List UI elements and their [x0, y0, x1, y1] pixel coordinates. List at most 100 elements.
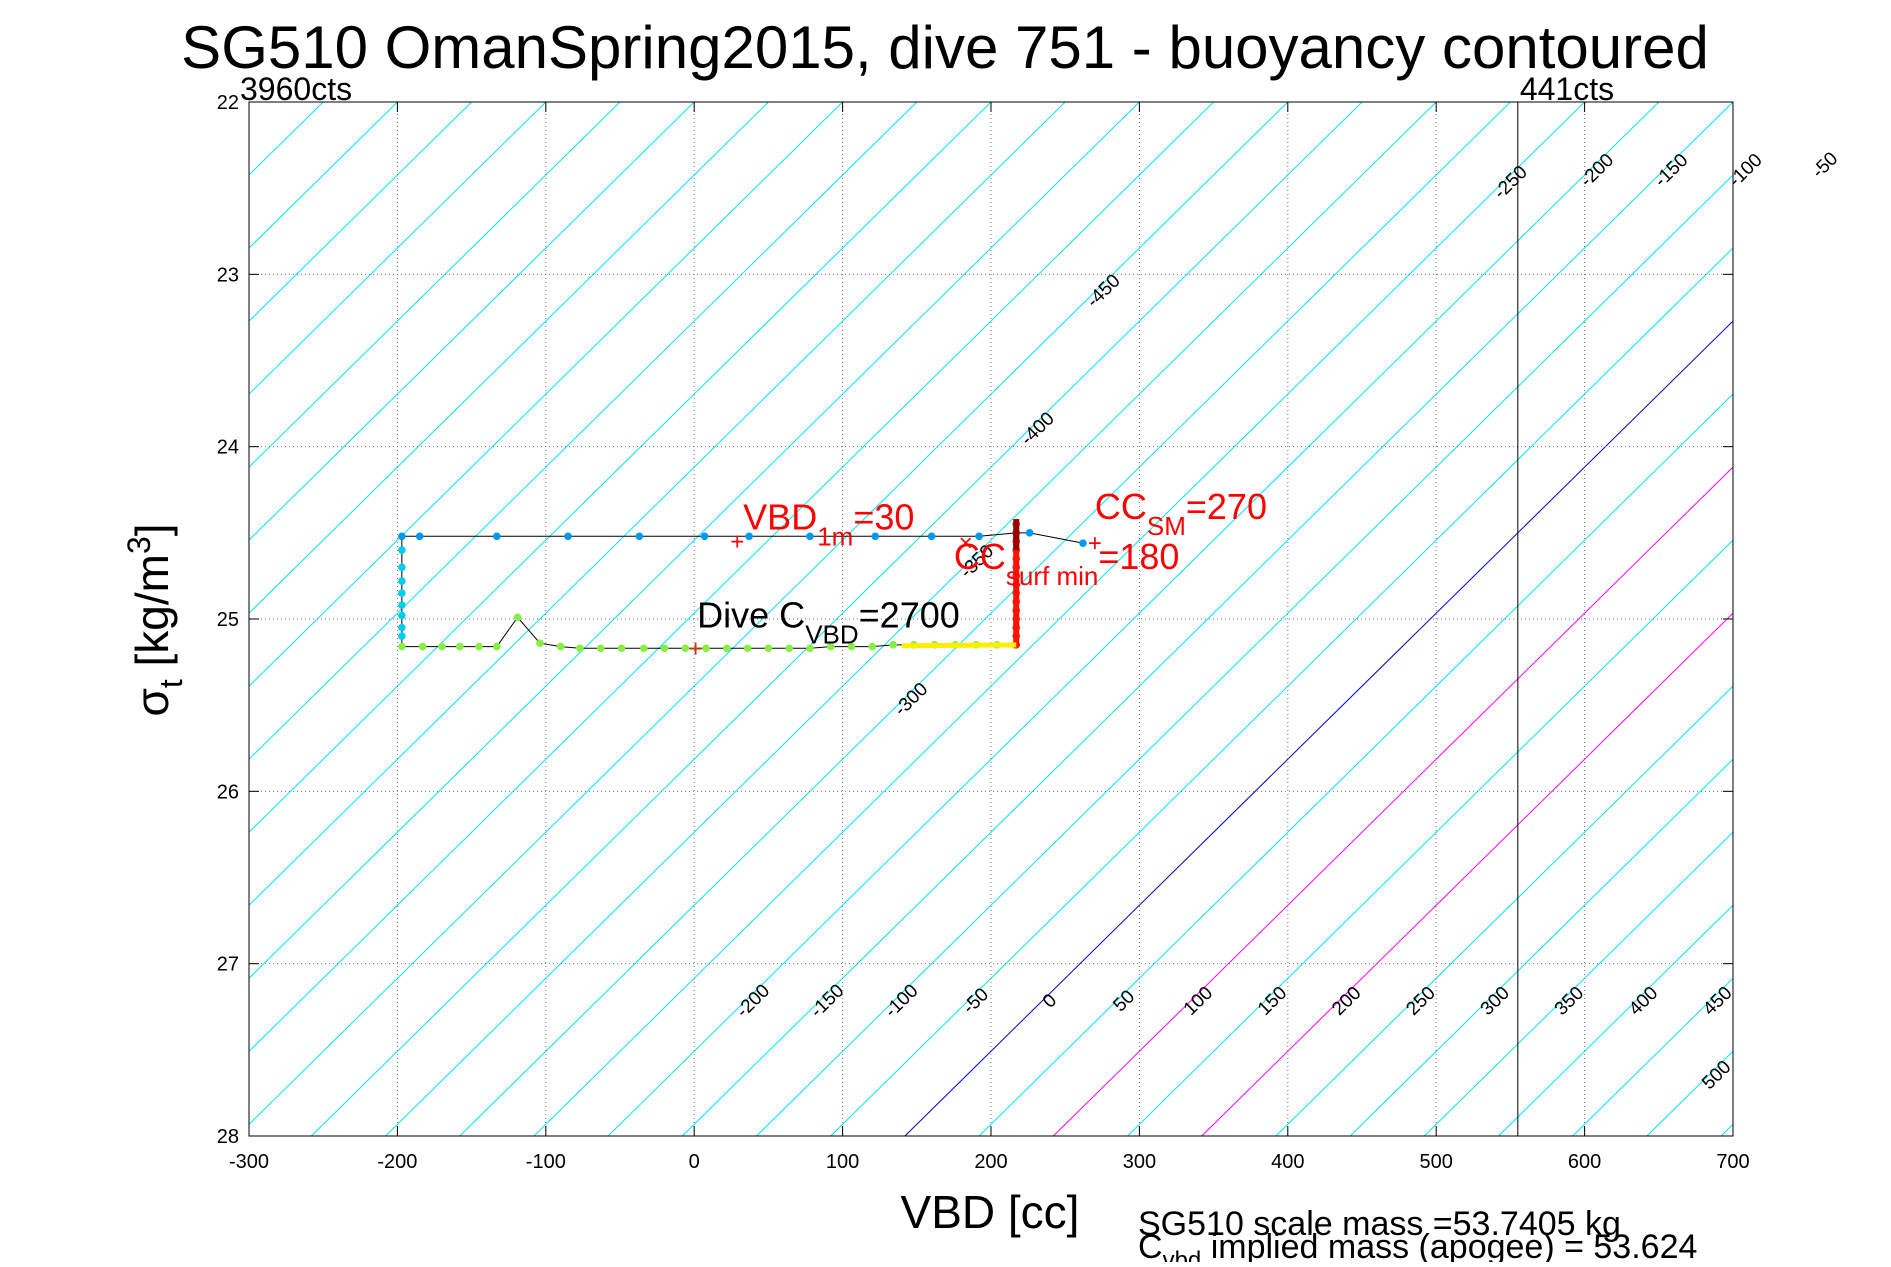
marker: ×: [959, 530, 973, 557]
contour-label-bottom: -200: [732, 980, 774, 1022]
footer-scale-mass: SG510 scale mass =53.7405 kg: [1138, 1205, 1621, 1243]
data-point-dive: [617, 644, 626, 653]
contour-line: [1646, 1050, 1733, 1136]
annotation-base: CC: [954, 536, 1006, 577]
contour-line: [1423, 831, 1733, 1136]
footer-base: C: [1138, 1228, 1163, 1262]
contour-line: [1275, 685, 1733, 1136]
data-point-dive: [556, 642, 565, 651]
data-point-dive: [723, 644, 731, 653]
contour-label-bottom: 250: [1402, 983, 1439, 1020]
grid: [249, 102, 1733, 1136]
footer-sub: vbd: [1163, 1247, 1202, 1262]
y-axis-label-sup: 3: [121, 536, 157, 554]
data-point-dive: [868, 642, 877, 651]
data-point-dive: [806, 644, 814, 653]
x-tick-label: 400: [1271, 1151, 1304, 1173]
contour-line: [310, 102, 1363, 1136]
x-tick-label: 500: [1420, 1151, 1453, 1173]
contour-label-top: -300: [890, 679, 932, 721]
contour-line: [1720, 1123, 1733, 1136]
data-point-climb: [975, 532, 983, 541]
data-point-left-edge: [398, 611, 406, 620]
chart-labels: -450-400-350-300-250-200-150-100-5005010…: [121, 14, 1842, 1267]
annotation-tail: =180: [1098, 536, 1179, 577]
data-point-dive: [438, 642, 446, 651]
y-axis-label-unit: [kg/m: [126, 554, 178, 679]
y-tick-label: 28: [217, 1126, 239, 1148]
marker: +: [689, 635, 703, 662]
y-tick-label: 26: [217, 781, 239, 803]
data-point-climb: [1025, 529, 1034, 537]
annotation-sub: SM: [1147, 511, 1186, 541]
data-point-dive: [681, 644, 690, 653]
footer-implied-mass: Cvbd implied mass (apogee) = 53.624: [1138, 1228, 1697, 1262]
x-tick-label: 300: [1123, 1151, 1156, 1173]
data-point-dive: [764, 644, 773, 653]
contour-line: [978, 393, 1733, 1136]
data-point-dive: [455, 642, 464, 651]
x-tick-label: 100: [826, 1151, 859, 1173]
data-point-dive: [418, 642, 427, 651]
contour-label-top: -100: [1725, 150, 1767, 192]
x-tick-label: -100: [526, 1151, 566, 1173]
data-point-dive: [576, 644, 584, 653]
annotation-sub: surf min: [1006, 561, 1098, 591]
x-tick-label: 0: [689, 1151, 700, 1173]
y-tick-label: 25: [217, 609, 239, 631]
contour-label-bottom: -100: [881, 980, 923, 1022]
annotation-cc-sm: CCSM=270: [1095, 486, 1267, 541]
y-tick-label: 23: [217, 264, 239, 286]
data-point-climb: [927, 532, 936, 541]
contour-label-bottom: 450: [1699, 983, 1736, 1020]
data-point-climb: [806, 532, 814, 541]
contour-label-bottom: 500: [1698, 1057, 1735, 1094]
contour-label-bottom: 50: [1109, 986, 1139, 1016]
annotation-base: Dive C: [697, 595, 805, 636]
contour-line: [1349, 758, 1733, 1136]
data-point-dive: [889, 641, 897, 649]
data-point-dive: [596, 644, 605, 653]
data-point-dive: [639, 644, 648, 653]
annotation-sub: 1m: [817, 521, 853, 551]
data-point-climb: [1079, 539, 1087, 547]
y-axis-label: σt [kg/m3]: [121, 523, 189, 716]
annotation-cc-surf: CCsurf min=180: [954, 536, 1180, 591]
contour-label-top: -400: [1017, 408, 1059, 450]
y-axis-label-base: σ: [126, 688, 178, 716]
contour-line: [249, 102, 621, 468]
contour-line: [249, 102, 472, 322]
contour-line: [249, 102, 1289, 1126]
annotation-base: VBD: [743, 496, 817, 537]
contour-line: [0, 102, 26, 1136]
data-point-left-edge: [398, 546, 406, 554]
annotation-vbd-1m: VBD1m=30: [743, 496, 914, 551]
x-tick-label: 600: [1568, 1151, 1601, 1173]
data-point-left-edge: [398, 563, 406, 572]
data-point-climb: [700, 532, 709, 541]
data-point-dive: [785, 644, 793, 653]
contour-line: [1127, 539, 1733, 1136]
contour-line-zero: [904, 320, 1733, 1136]
contour-label-top: -200: [1576, 150, 1618, 192]
counts-right-label: 441cts: [1520, 71, 1614, 107]
x-axis-label: VBD [cc]: [901, 1186, 1080, 1238]
y-tick-label: 24: [217, 437, 239, 459]
data-point-climb: [493, 532, 501, 541]
apogee-gradient-line: [901, 642, 1017, 649]
contour-label-top: -450: [1083, 270, 1125, 312]
footer-tail: implied mass (apogee) = 53.624: [1201, 1228, 1697, 1262]
data-point-climb: [398, 532, 406, 541]
data-point-climb: [564, 532, 572, 541]
data-series: + + × +: [398, 519, 1102, 662]
contour-line: [249, 102, 695, 541]
marker: +: [730, 528, 744, 555]
data-point-left-edge: [398, 601, 406, 610]
annotation-sub: VBD: [805, 620, 858, 650]
contour-label-bottom: 200: [1328, 983, 1365, 1020]
y-axis-label-sub: t: [153, 679, 189, 688]
axes-frame: [248, 101, 1734, 1137]
annotation-tail: =2700: [859, 595, 960, 636]
